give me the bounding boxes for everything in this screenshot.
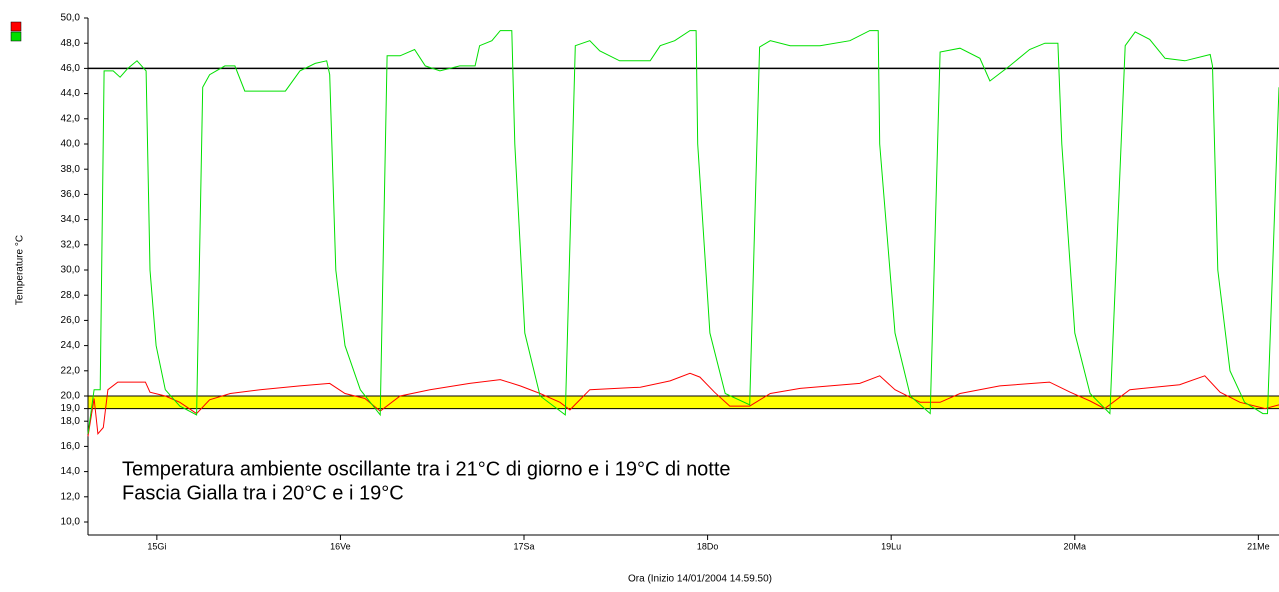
x-tick-label: 19Lu xyxy=(881,541,901,551)
band xyxy=(88,396,1279,409)
x-tick-label: 18Do xyxy=(697,541,719,551)
y-tick-label: 26,0 xyxy=(61,315,81,326)
y-tick-label: 40,0 xyxy=(61,139,81,150)
y-tick-label: 48,0 xyxy=(61,38,81,49)
y-tick-label: 12,0 xyxy=(61,491,81,502)
x-tick-label: 21Me xyxy=(1247,541,1270,551)
x-tick-label: 17Sa xyxy=(513,541,534,551)
y-tick-label: 14,0 xyxy=(61,466,81,477)
legend-swatch xyxy=(10,21,22,32)
y-tick-label: 38,0 xyxy=(61,164,81,175)
x-tick-label: 20Ma xyxy=(1064,541,1087,551)
y-tick-label: 44,0 xyxy=(61,88,81,99)
y-axis-title: Temperature °C xyxy=(15,235,26,305)
y-tick-label: 50,0 xyxy=(61,13,81,24)
y-tick-label: 22,0 xyxy=(61,365,81,376)
y-tick-label: 34,0 xyxy=(61,214,81,225)
legend-swatch xyxy=(10,31,22,42)
annotation: Temperatura ambiente oscillante tra i 21… xyxy=(122,458,731,480)
y-tick-label: 32,0 xyxy=(61,239,81,250)
y-tick-label: 18,0 xyxy=(61,416,81,427)
series-line xyxy=(87,30,1279,434)
y-tick-label: 30,0 xyxy=(61,265,81,276)
y-tick-label: 10,0 xyxy=(61,517,81,528)
y-tick-label: 24,0 xyxy=(61,340,81,351)
y-tick-label: 16,0 xyxy=(61,441,81,452)
x-axis-title: Ora (Inizio 14/01/2004 14.59.50) xyxy=(628,574,772,585)
y-tick-label: 19,0 xyxy=(61,403,81,414)
x-tick-label: 16Ve xyxy=(330,541,351,551)
y-tick-label: 42,0 xyxy=(61,113,81,124)
y-tick-label: 20,0 xyxy=(61,391,81,402)
y-tick-label: 46,0 xyxy=(61,63,81,74)
y-tick-label: 36,0 xyxy=(61,189,81,200)
series-line xyxy=(87,372,1279,437)
annotation: Fascia Gialla tra i 20°C e i 19°C xyxy=(122,482,404,504)
y-tick-label: 28,0 xyxy=(61,290,81,301)
x-tick-label: 15Gi xyxy=(147,541,166,551)
